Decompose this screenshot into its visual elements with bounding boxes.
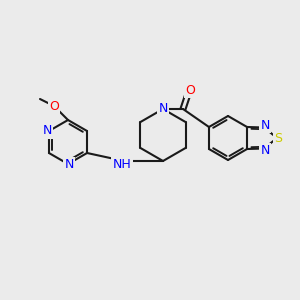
Text: NH: NH (113, 158, 131, 172)
Text: N: N (42, 124, 52, 137)
Text: N: N (158, 101, 168, 115)
Text: S: S (274, 131, 282, 145)
Text: N: N (260, 119, 270, 132)
Text: N: N (260, 144, 270, 157)
Text: N: N (64, 158, 74, 172)
Text: O: O (49, 100, 59, 112)
Text: O: O (185, 83, 195, 97)
